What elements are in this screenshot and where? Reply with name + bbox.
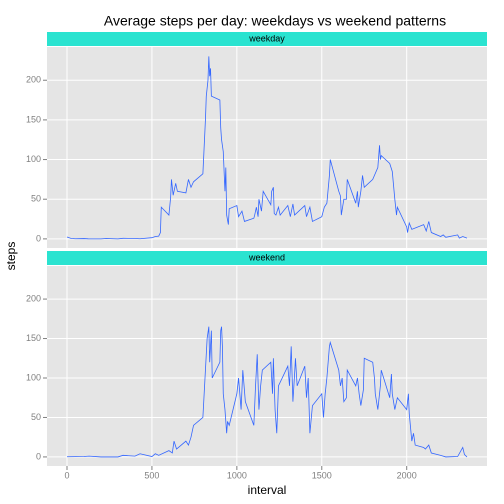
y-tick-label: 0 (36, 233, 41, 243)
y-tick-label: 200 (26, 75, 41, 85)
data-line (66, 326, 468, 458)
chart-title: Average steps per day: weekdays vs weeke… (104, 13, 446, 29)
facet-strip (47, 32, 487, 46)
x-axis-label: interval (248, 483, 287, 497)
y-tick-label: 150 (26, 114, 41, 124)
data-line (66, 56, 468, 240)
facet-label: weekend (248, 252, 285, 262)
y-tick-label: 0 (36, 451, 41, 461)
y-axis-label: steps (4, 242, 18, 271)
y-tick-label: 50 (31, 194, 41, 204)
facet-label: weekday (248, 33, 285, 43)
x-tick-label: 1500 (312, 470, 332, 480)
y-tick-label: 200 (26, 293, 41, 303)
y-tick-label: 50 (31, 412, 41, 422)
y-tick-label: 150 (26, 333, 41, 343)
y-tick-label: 100 (26, 372, 41, 382)
y-tick-label: 100 (26, 154, 41, 164)
x-tick-label: 1000 (227, 470, 247, 480)
x-tick-label: 500 (144, 470, 159, 480)
facet-strip (47, 251, 487, 265)
x-tick-label: 0 (64, 470, 69, 480)
x-tick-label: 2000 (397, 470, 417, 480)
panel-background (47, 47, 487, 248)
